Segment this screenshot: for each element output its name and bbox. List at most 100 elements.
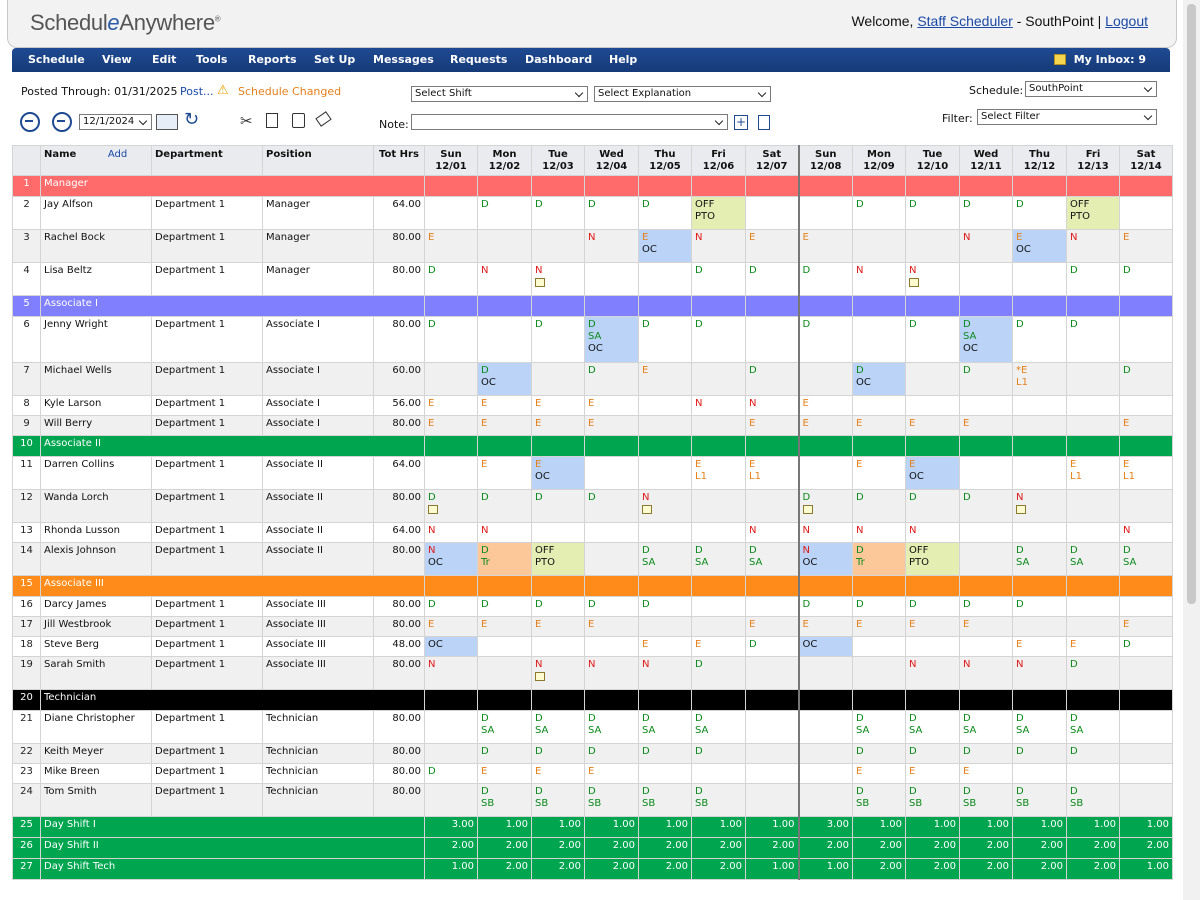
schedule-cell[interactable]: D <box>745 362 799 396</box>
schedule-cell[interactable]: E <box>691 636 746 657</box>
schedule-cell[interactable]: N <box>691 229 746 263</box>
user-link[interactable]: Staff Scheduler <box>917 13 1013 29</box>
page-icon[interactable] <box>758 115 770 130</box>
schedule-cell[interactable] <box>1066 616 1120 637</box>
menu-dashboard[interactable]: Dashboard <box>525 53 593 66</box>
schedule-cell[interactable]: E <box>852 456 906 490</box>
schedule-cell[interactable]: D <box>531 743 585 764</box>
employee-name[interactable]: Darren Collins <box>40 456 152 490</box>
schedule-cell[interactable]: D <box>1012 196 1067 230</box>
schedule-cell[interactable]: D <box>905 596 960 617</box>
schedule-cell[interactable] <box>1119 489 1173 523</box>
schedule-cell[interactable] <box>638 395 692 416</box>
schedule-cell[interactable] <box>959 456 1013 490</box>
schedule-cell[interactable]: N <box>1012 656 1067 690</box>
schedule-cell[interactable]: D SA OC <box>959 316 1013 363</box>
menu-requests[interactable]: Requests <box>450 53 508 66</box>
note-icon[interactable] <box>642 505 652 514</box>
schedule-cell[interactable]: D SB <box>852 783 906 817</box>
schedule-cell[interactable] <box>1119 656 1173 690</box>
schedule-cell[interactable] <box>745 489 799 523</box>
schedule-cell[interactable]: E <box>531 415 585 436</box>
employee-name[interactable]: Rhonda Lusson <box>40 522 152 543</box>
schedule-cell[interactable]: N <box>584 656 639 690</box>
menu-schedule[interactable]: Schedule <box>28 53 85 66</box>
schedule-cell[interactable]: D SA <box>584 710 639 744</box>
schedule-cell[interactable]: D <box>797 489 853 523</box>
schedule-cell[interactable]: E <box>638 636 692 657</box>
schedule-select[interactable]: SouthPoint <box>1025 81 1157 97</box>
schedule-cell[interactable] <box>691 763 746 784</box>
schedule-cell[interactable] <box>1012 616 1067 637</box>
schedule-cell[interactable]: D SA <box>638 542 692 576</box>
schedule-cell[interactable]: D <box>1012 316 1067 363</box>
schedule-cell[interactable]: D <box>797 262 853 296</box>
schedule-cell[interactable]: E OC <box>1012 229 1067 263</box>
header-day[interactable]: Fri 12/13 <box>1066 145 1120 176</box>
employee-name[interactable]: Lisa Beltz <box>40 262 152 296</box>
menu-messages[interactable]: Messages <box>373 53 434 66</box>
vertical-scrollbar[interactable] <box>1183 0 1200 900</box>
schedule-cell[interactable]: D <box>745 636 799 657</box>
schedule-cell[interactable]: E <box>584 395 639 416</box>
next-icon[interactable] <box>52 112 72 132</box>
schedule-cell[interactable] <box>745 196 799 230</box>
schedule-cell[interactable] <box>959 262 1013 296</box>
schedule-cell[interactable]: D <box>852 196 906 230</box>
scrollbar-thumb[interactable] <box>1187 4 1196 604</box>
schedule-cell[interactable]: N <box>852 262 906 296</box>
schedule-cell[interactable] <box>531 362 585 396</box>
inbox-link[interactable]: My Inbox: 9 <box>1053 53 1146 66</box>
schedule-cell[interactable] <box>1119 763 1173 784</box>
schedule-cell[interactable] <box>1066 596 1120 617</box>
schedule-cell[interactable]: D SA <box>905 710 960 744</box>
schedule-cell[interactable]: D <box>797 316 853 363</box>
schedule-cell[interactable]: D <box>424 262 478 296</box>
schedule-cell[interactable] <box>691 415 746 436</box>
schedule-cell[interactable] <box>1119 710 1173 744</box>
schedule-cell[interactable]: E <box>959 763 1013 784</box>
schedule-cell[interactable] <box>797 763 853 784</box>
schedule-cell[interactable] <box>797 743 853 764</box>
schedule-cell[interactable]: D SB <box>959 783 1013 817</box>
schedule-cell[interactable]: E L1 <box>1066 456 1120 490</box>
schedule-cell[interactable]: E <box>477 456 532 490</box>
schedule-cell[interactable]: OFF PTO <box>691 196 746 230</box>
schedule-cell[interactable]: E <box>852 616 906 637</box>
schedule-cell[interactable]: D SB <box>691 783 746 817</box>
schedule-cell[interactable] <box>691 596 746 617</box>
schedule-cell[interactable]: E <box>797 395 853 416</box>
schedule-cell[interactable] <box>959 522 1013 543</box>
schedule-cell[interactable] <box>584 262 639 296</box>
schedule-cell[interactable]: E <box>1119 616 1173 637</box>
schedule-cell[interactable] <box>1012 763 1067 784</box>
schedule-cell[interactable] <box>424 743 478 764</box>
schedule-cell[interactable]: E <box>531 395 585 416</box>
schedule-cell[interactable] <box>852 656 906 690</box>
menu-tools[interactable]: Tools <box>196 53 228 66</box>
schedule-cell[interactable]: D SB <box>1066 783 1120 817</box>
schedule-cell[interactable]: OC <box>797 636 853 657</box>
schedule-cell[interactable]: N <box>745 522 799 543</box>
header-day[interactable]: Thu 12/12 <box>1012 145 1067 176</box>
schedule-cell[interactable]: D SA <box>1066 710 1120 744</box>
schedule-cell[interactable]: E <box>852 763 906 784</box>
schedule-cell[interactable] <box>584 636 639 657</box>
schedule-cell[interactable]: N <box>477 522 532 543</box>
schedule-cell[interactable]: E <box>477 415 532 436</box>
schedule-cell[interactable] <box>905 395 960 416</box>
schedule-cell[interactable]: OFF PTO <box>531 542 585 576</box>
schedule-cell[interactable]: N <box>638 656 692 690</box>
schedule-cell[interactable]: D <box>638 316 692 363</box>
schedule-cell[interactable] <box>852 636 906 657</box>
header-day[interactable]: Mon 12/02 <box>477 145 532 176</box>
schedule-cell[interactable] <box>1119 743 1173 764</box>
schedule-cell[interactable]: N <box>531 656 585 690</box>
header-department[interactable]: Department <box>151 145 263 176</box>
cut-icon[interactable]: ✂ <box>240 112 253 130</box>
schedule-cell[interactable] <box>638 262 692 296</box>
schedule-cell[interactable]: E <box>797 415 853 436</box>
schedule-cell[interactable] <box>1066 522 1120 543</box>
header-day[interactable]: Sat 12/07 <box>745 145 799 176</box>
schedule-cell[interactable] <box>905 636 960 657</box>
